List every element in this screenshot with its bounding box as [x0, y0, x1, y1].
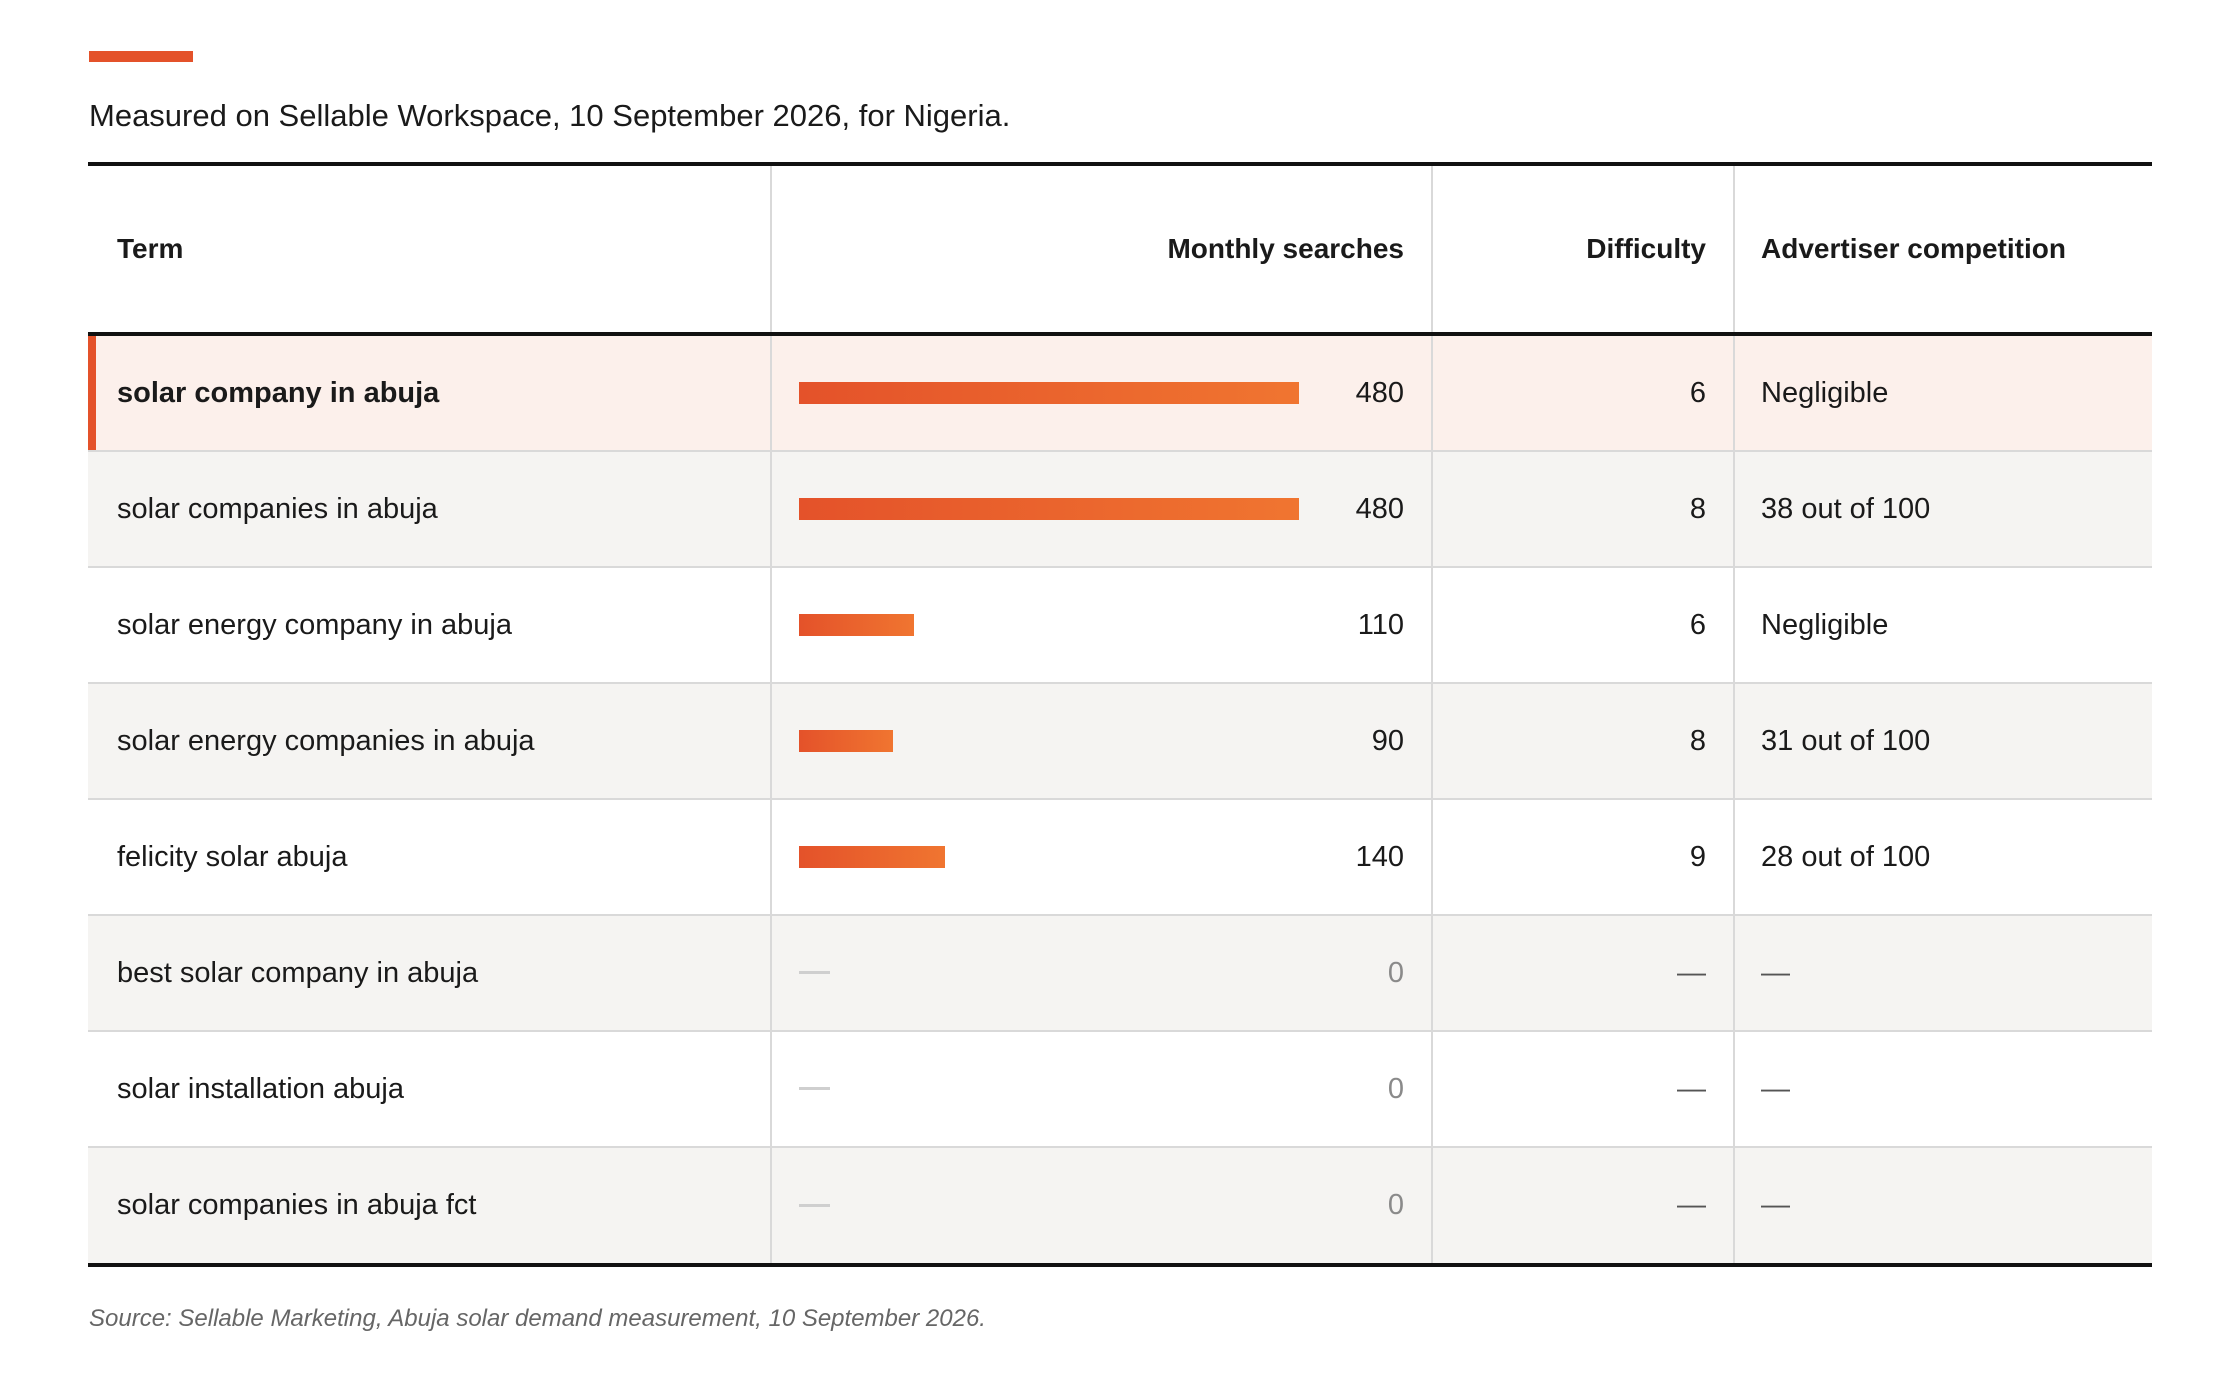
advertiser-competition-cell: 31 out of 100 [1761, 724, 1931, 757]
search-volume-bar [799, 614, 1299, 636]
difficulty-cell: 8 [1433, 452, 1735, 566]
table-row: solar companies in abuja fct 0 — — [88, 1148, 2152, 1263]
monthly-searches-cell: 90 [772, 684, 1433, 798]
monthly-searches-cell: 0 [772, 916, 1433, 1030]
keyword-table: Term Monthly searches Difficulty Adverti… [88, 162, 2152, 1267]
empty-bar-dash [799, 1203, 830, 1207]
monthly-searches-value: 0 [1387, 956, 1404, 989]
term-cell: solar companies in abuja [88, 452, 772, 566]
table-row: solar company in abuja 480 6 Negligible [88, 336, 2152, 452]
difficulty-cell: — [1433, 1032, 1735, 1146]
advertiser-competition-cell: 38 out of 100 [1761, 492, 1931, 525]
table-row: felicity solar abuja 140 9 28 out of 100 [88, 800, 2152, 916]
monthly-searches-value: 0 [1387, 1072, 1404, 1105]
term-cell: solar installation abuja [88, 1032, 772, 1146]
table-row: solar energy companies in abuja 90 8 31 out… [88, 684, 2152, 800]
column-header-term: Term [88, 166, 772, 332]
empty-bar-dash [799, 971, 830, 974]
monthly-searches-value: 480 [1355, 492, 1404, 525]
difficulty-cell: 6 [1433, 568, 1735, 682]
search-volume-bar [799, 382, 1299, 404]
search-volume-bar [799, 846, 1299, 868]
table-body: solar company in abuja 480 6 Negligible sola… [88, 336, 2152, 1263]
table-row: solar energy company in abuja 110 6 Negligi… [88, 568, 2152, 684]
difficulty-cell: — [1433, 916, 1735, 1030]
monthly-searches-value: 110 [1357, 608, 1404, 641]
difficulty-cell: 6 [1433, 336, 1735, 450]
search-volume-bar [799, 1195, 1299, 1217]
table-row: solar companies in abuja 480 8 38 out of 10… [88, 452, 2152, 568]
accent-bar [89, 51, 193, 62]
table-row: solar installation abuja 0 — — [88, 1032, 2152, 1148]
difficulty-cell: 9 [1433, 800, 1735, 914]
monthly-searches-value: 480 [1355, 376, 1404, 409]
search-volume-bar-fill [799, 614, 914, 636]
table-header-row: Term Monthly searches Difficulty Adverti… [88, 166, 2152, 336]
column-header-monthly-searches: Monthly searches [772, 166, 1433, 332]
column-header-difficulty: Difficulty [1433, 166, 1735, 332]
search-volume-bar [799, 962, 1299, 984]
monthly-searches-cell: 0 [772, 1032, 1433, 1146]
source-note: Source: Sellable Marketing, Abuja solar … [89, 1305, 986, 1332]
monthly-searches-value: 90 [1371, 724, 1404, 757]
monthly-searches-value: 140 [1355, 840, 1404, 873]
monthly-searches-cell: 110 [772, 568, 1433, 682]
advertiser-competition-cell: — [1761, 956, 1790, 989]
advertiser-competition-cell: Negligible [1761, 376, 1889, 409]
table-bottom-rule [88, 1263, 2152, 1267]
column-header-advertiser-competition: Advertiser competition [1761, 233, 2066, 264]
difficulty-cell: — [1433, 1148, 1735, 1263]
empty-bar-dash [799, 1087, 830, 1090]
difficulty-cell: 8 [1433, 684, 1735, 798]
advertiser-competition-cell: 28 out of 100 [1761, 840, 1931, 873]
monthly-searches-cell: 480 [772, 336, 1433, 450]
search-volume-bar [799, 1078, 1299, 1100]
monthly-searches-cell: 480 [772, 452, 1433, 566]
table-caption: Measured on Sellable Workspace, 10 Septe… [89, 98, 1011, 133]
search-volume-bar-fill [799, 498, 1299, 520]
term-cell: solar companies in abuja fct [88, 1148, 772, 1263]
advertiser-competition-cell: — [1761, 1072, 1790, 1105]
term-cell: felicity solar abuja [88, 800, 772, 914]
advertiser-competition-cell: — [1761, 1189, 1790, 1221]
table-top-rule [88, 162, 2152, 166]
term-cell: solar energy companies in abuja [88, 684, 772, 798]
search-volume-bar-fill [799, 846, 945, 868]
term-cell: solar company in abuja [88, 336, 772, 450]
term-cell: best solar company in abuja [88, 916, 772, 1030]
table-row: best solar company in abuja 0 — — [88, 916, 2152, 1032]
monthly-searches-cell: 0 [772, 1148, 1433, 1263]
term-cell: solar energy company in abuja [88, 568, 772, 682]
monthly-searches-cell: 140 [772, 800, 1433, 914]
search-volume-bar-fill [799, 730, 893, 752]
search-volume-bar [799, 498, 1299, 520]
advertiser-competition-cell: Negligible [1761, 608, 1889, 641]
search-volume-bar [799, 730, 1299, 752]
search-volume-bar-fill [799, 382, 1299, 404]
monthly-searches-value: 0 [1387, 1189, 1404, 1221]
